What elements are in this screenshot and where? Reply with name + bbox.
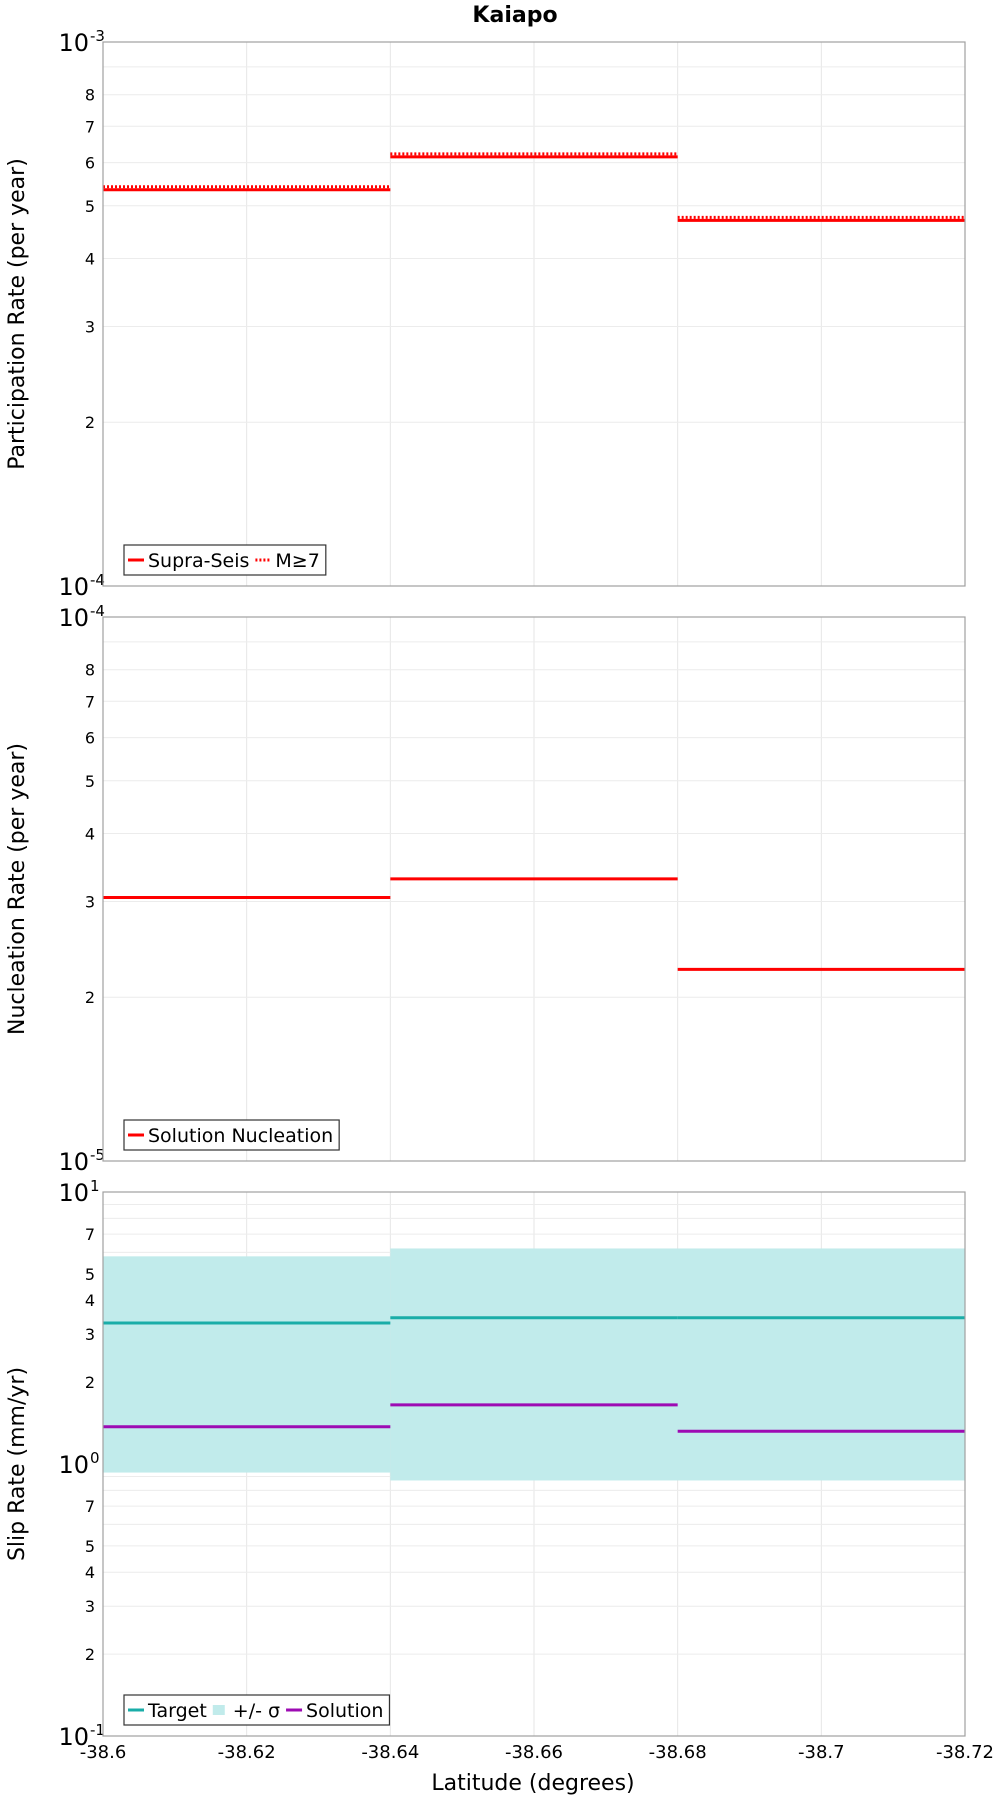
y-tick-label: 5 xyxy=(85,772,95,791)
legend-label: Solution xyxy=(306,1700,383,1722)
y-decade-label: 10 xyxy=(58,1451,89,1479)
y-axis-title: Participation Rate (per year) xyxy=(5,158,30,470)
y-decade-exponent: 0 xyxy=(90,1449,100,1467)
y-tick-label: 7 xyxy=(85,692,95,711)
y-tick-label: 5 xyxy=(85,1537,95,1556)
y-decade-label: 10 xyxy=(58,1723,89,1751)
x-tick-label: -38.64 xyxy=(361,1742,419,1763)
y-decade-exponent: -3 xyxy=(90,27,105,45)
y-decade-label: 10 xyxy=(58,1179,89,1207)
y-tick-label: 2 xyxy=(85,1373,95,1392)
y-tick-label: 6 xyxy=(85,729,95,748)
y-axis-title: Nucleation Rate (per year) xyxy=(5,743,30,1035)
y-tick-label: 3 xyxy=(85,892,95,911)
y-tick-label: 3 xyxy=(85,317,95,336)
plot-frame xyxy=(102,1191,966,1737)
y-decade-exponent: -5 xyxy=(90,1146,105,1164)
y-tick-label: 3 xyxy=(85,1597,95,1616)
y-tick-label: 4 xyxy=(85,1291,95,1310)
x-tick-label: -38.6 xyxy=(80,1742,127,1763)
y-decade-label: 10 xyxy=(58,29,89,57)
y-tick-label: 4 xyxy=(85,824,95,843)
y-tick-label: 8 xyxy=(85,661,95,680)
sigma-band xyxy=(103,1256,391,1473)
y-tick-label: 8 xyxy=(85,86,95,105)
legend-box xyxy=(123,1119,340,1151)
y-decade-label: 10 xyxy=(58,604,89,632)
y-tick-label: 6 xyxy=(85,154,95,173)
y-tick-label: 5 xyxy=(85,197,95,216)
y-tick-label: 4 xyxy=(85,249,95,268)
y-decade-exponent: 1 xyxy=(90,1177,100,1195)
legend-label: Supra-Seis xyxy=(148,550,249,572)
sigma-band xyxy=(390,1248,965,1481)
x-tick-label: -38.68 xyxy=(649,1742,707,1763)
y-tick-label: 2 xyxy=(85,988,95,1007)
x-axis-title: Latitude (degrees) xyxy=(431,1771,634,1796)
y-decade-exponent: -4 xyxy=(90,602,105,620)
legend-label: Target xyxy=(147,1700,207,1722)
y-tick-label: 7 xyxy=(85,1497,95,1516)
y-tick-label: 5 xyxy=(85,1265,95,1284)
x-tick-label: -38.66 xyxy=(505,1742,563,1763)
y-tick-label: 7 xyxy=(85,1225,95,1244)
legend-label: M≥7 xyxy=(275,550,319,572)
legend: Target +/- σ Solution xyxy=(123,1694,391,1726)
legend-box xyxy=(123,544,327,576)
y-tick-label: 3 xyxy=(85,1325,95,1344)
legend: Supra-Seis M≥7 xyxy=(123,544,327,576)
y-axis-title: Slip Rate (mm/yr) xyxy=(5,1367,30,1561)
y-decade-exponent: -1 xyxy=(90,1721,105,1739)
y-tick-label: 2 xyxy=(85,413,95,432)
legend-box xyxy=(123,1694,391,1726)
y-decade-label: 10 xyxy=(58,1148,89,1176)
plot-frame xyxy=(102,41,966,587)
y-tick-label: 7 xyxy=(85,117,95,136)
y-tick-label: 2 xyxy=(85,1645,95,1664)
y-decade-label: 10 xyxy=(58,573,89,601)
x-tick-label: -38.72 xyxy=(936,1742,994,1763)
legend-label: +/- σ xyxy=(233,1700,280,1722)
legend-swatch xyxy=(212,1705,225,1715)
x-tick-label: -38.7 xyxy=(798,1742,845,1763)
y-decade-exponent: -4 xyxy=(90,571,105,589)
chart-title: Kaiapo xyxy=(472,3,557,28)
legend: Solution Nucleation xyxy=(123,1119,340,1151)
x-tick-label: -38.62 xyxy=(218,1742,276,1763)
plot-frame xyxy=(102,616,966,1162)
y-tick-label: 4 xyxy=(85,1563,95,1582)
legend-label: Solution Nucleation xyxy=(148,1125,333,1147)
